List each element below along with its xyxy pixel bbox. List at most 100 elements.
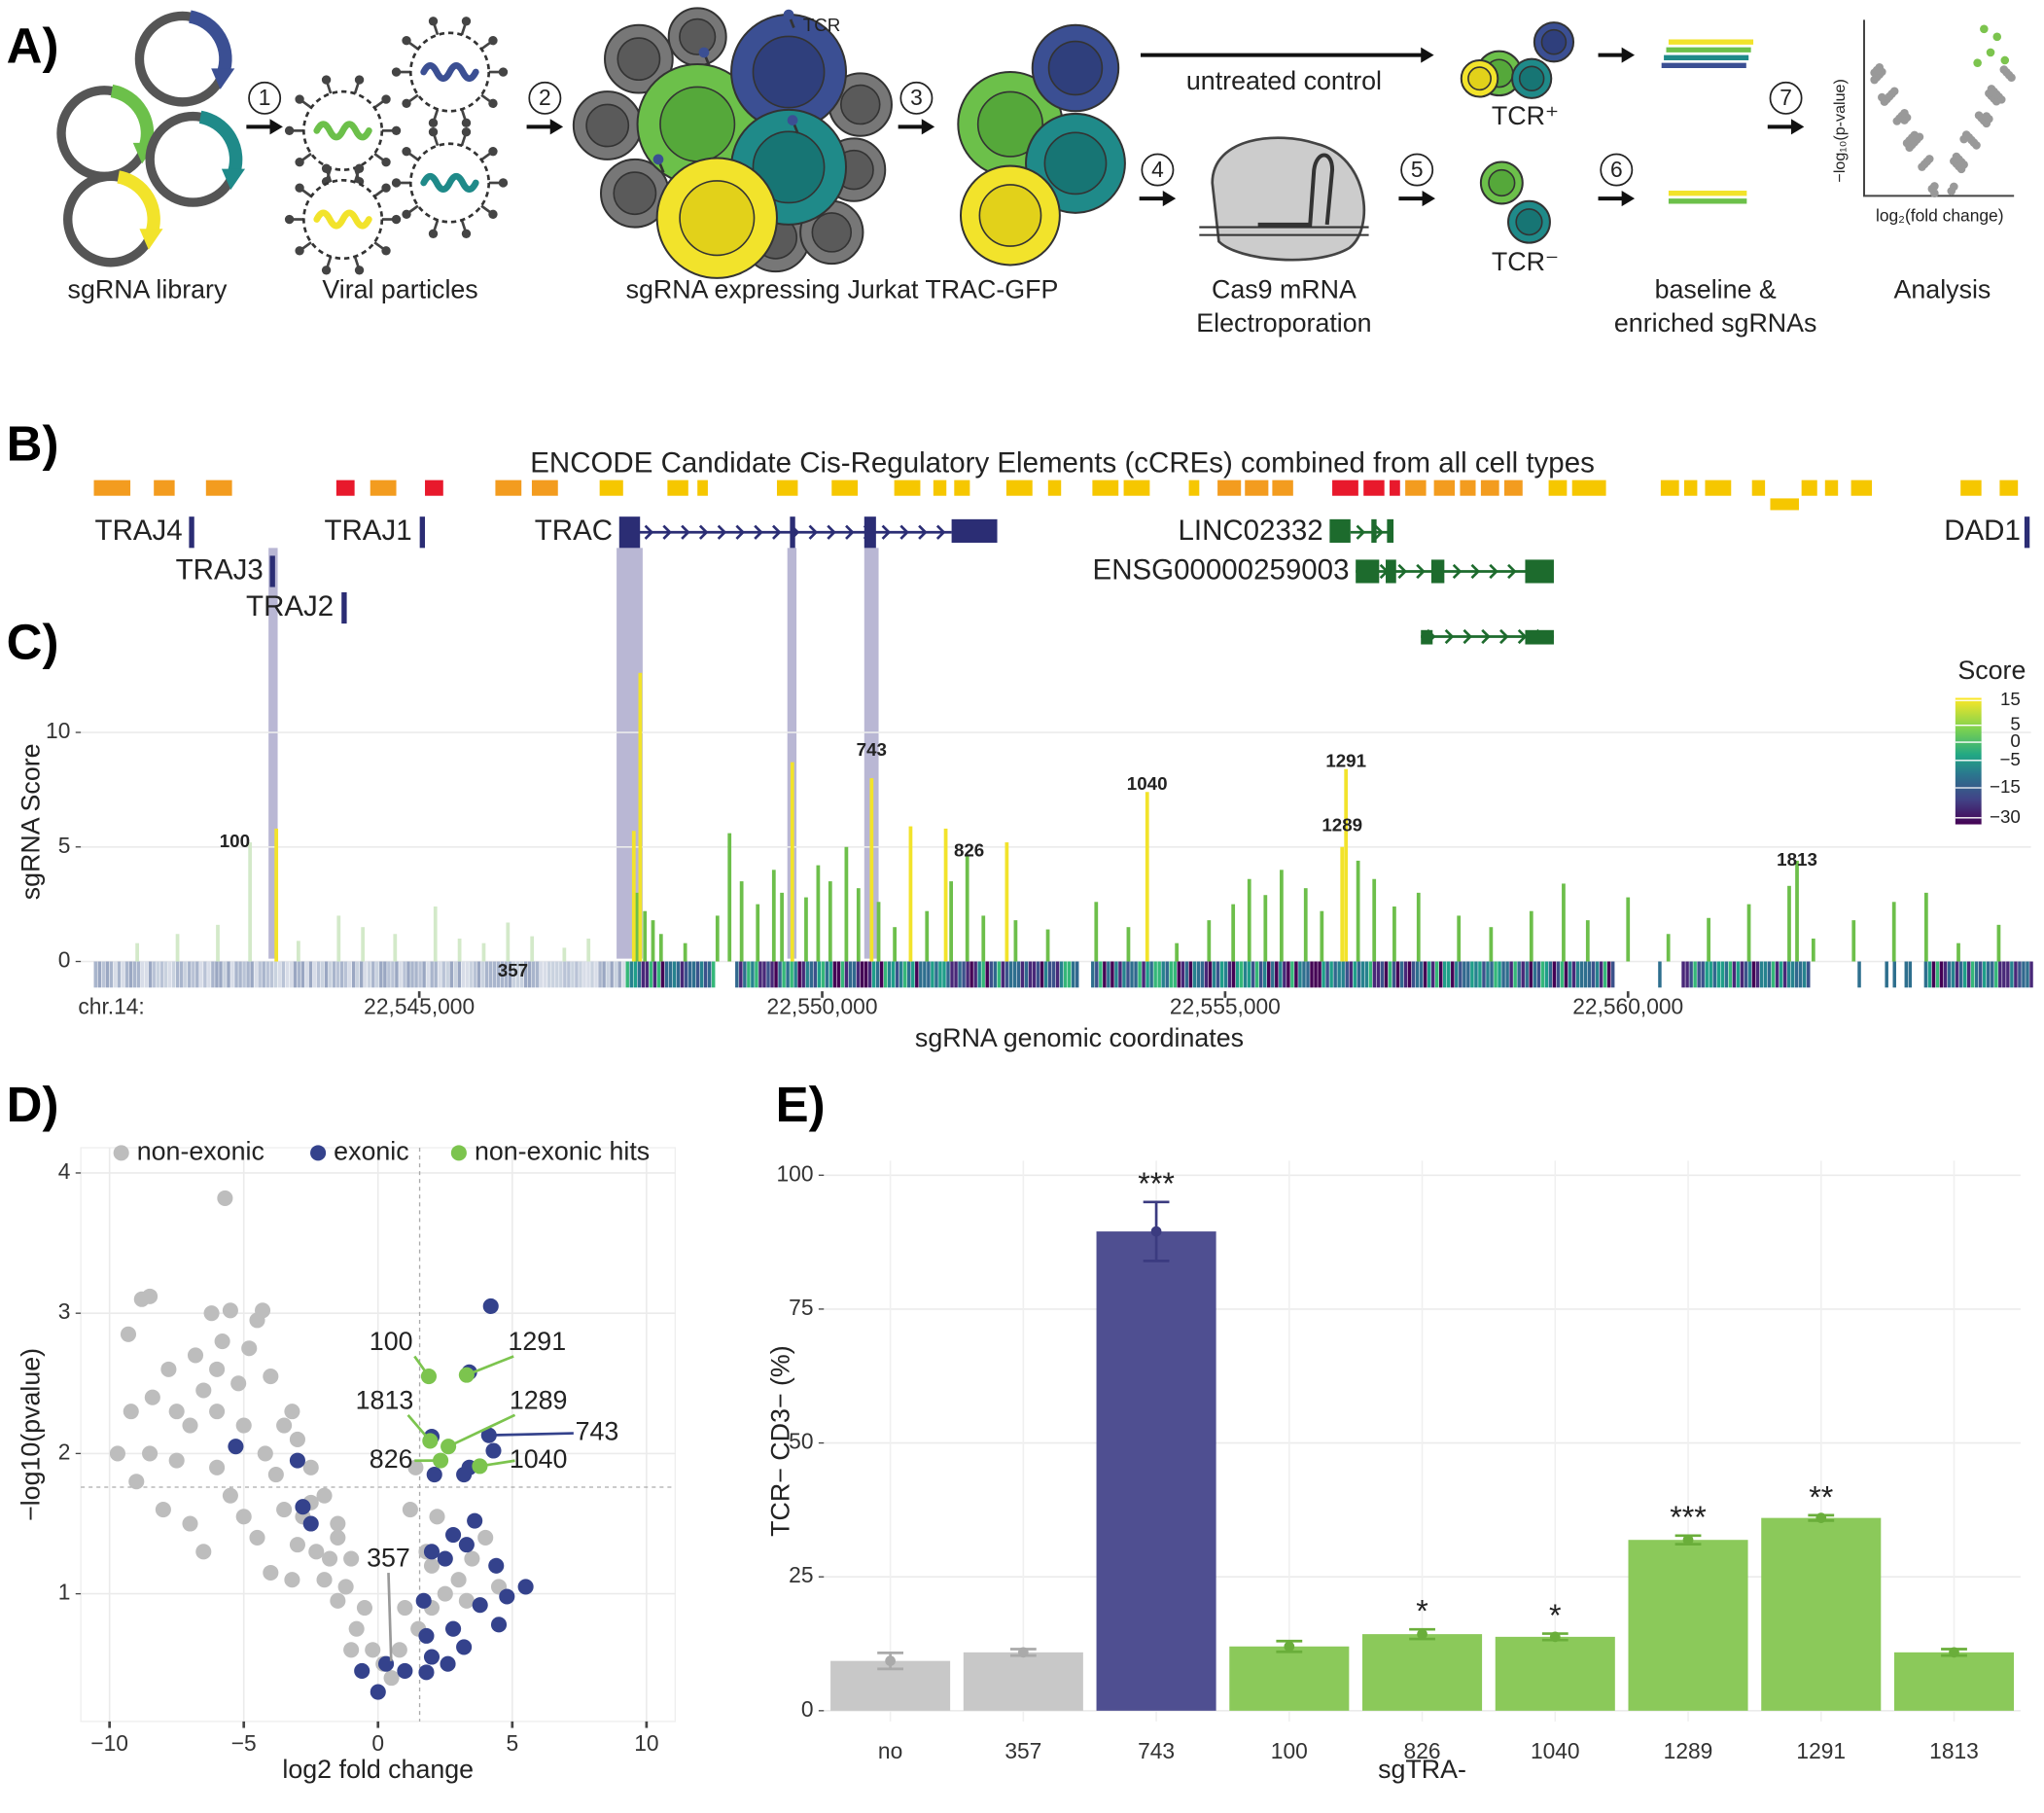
score-bar bbox=[1175, 942, 1180, 962]
intron-chevron bbox=[1444, 628, 1455, 645]
track-title: ENCODE Candidate Cis-Regulatory Elements… bbox=[530, 446, 1595, 479]
score-bar bbox=[876, 902, 881, 962]
score-strip bbox=[1212, 961, 1216, 988]
step-marker bbox=[899, 81, 934, 115]
score-bar bbox=[1207, 920, 1212, 962]
exon bbox=[419, 516, 426, 549]
score-strip bbox=[230, 961, 234, 988]
score-strip bbox=[1177, 961, 1181, 988]
score-strip bbox=[931, 961, 934, 988]
score-strip bbox=[1130, 961, 1134, 988]
score-strip bbox=[203, 961, 207, 988]
score-bar bbox=[658, 934, 663, 962]
point bbox=[228, 1439, 244, 1455]
score-strip bbox=[1099, 961, 1103, 988]
score-bar bbox=[715, 915, 720, 962]
ccre bbox=[1684, 480, 1698, 496]
x-tick-label: 0 bbox=[371, 1730, 384, 1756]
score-strip bbox=[1486, 961, 1490, 988]
score-strip bbox=[899, 961, 903, 988]
score-strip bbox=[269, 961, 273, 988]
score-strip bbox=[590, 961, 594, 988]
cell-nucleus bbox=[1467, 66, 1492, 91]
exon-highlight bbox=[863, 548, 879, 959]
score-strip bbox=[500, 961, 505, 988]
score-bar bbox=[1562, 883, 1566, 962]
point bbox=[343, 1550, 360, 1567]
point bbox=[214, 1333, 230, 1350]
point bbox=[276, 1502, 293, 1518]
score-strip bbox=[328, 961, 333, 988]
score-strip bbox=[1353, 961, 1357, 988]
score-strip bbox=[113, 961, 118, 988]
score-strip bbox=[1251, 961, 1255, 988]
score-strip bbox=[1509, 961, 1513, 988]
score-strip bbox=[101, 961, 106, 988]
exon-highlight bbox=[617, 548, 643, 959]
score-strip bbox=[159, 961, 164, 988]
exon bbox=[2024, 516, 2030, 549]
y-tick-label: 0 bbox=[801, 1696, 814, 1722]
score-strip bbox=[1059, 961, 1064, 988]
score-strip bbox=[1388, 961, 1392, 988]
ccre bbox=[1363, 480, 1385, 496]
score-strip bbox=[672, 961, 677, 988]
exon bbox=[1525, 629, 1554, 645]
exon bbox=[1386, 559, 1396, 584]
score-strip bbox=[476, 961, 481, 988]
score-bar bbox=[1416, 892, 1421, 962]
point bbox=[284, 1572, 300, 1588]
score-strip bbox=[1709, 961, 1712, 988]
score-strip bbox=[1716, 961, 1721, 988]
virus-spike-tip bbox=[488, 36, 498, 46]
score-strip bbox=[1658, 961, 1662, 988]
score-bar bbox=[1320, 910, 1324, 962]
score-strip bbox=[227, 961, 230, 988]
score-strip bbox=[1016, 961, 1021, 988]
score-strip bbox=[1521, 961, 1525, 988]
score-bar bbox=[925, 910, 930, 962]
score-strip bbox=[527, 961, 532, 988]
score-strip bbox=[923, 961, 927, 988]
score-bar bbox=[771, 870, 776, 962]
score-strip bbox=[128, 961, 133, 988]
score-strip bbox=[1055, 961, 1060, 988]
score-strip bbox=[414, 961, 418, 988]
bar bbox=[1761, 1517, 1882, 1711]
score-strip bbox=[946, 961, 950, 988]
virus-spike-tip bbox=[428, 127, 439, 137]
score-strip bbox=[1736, 961, 1741, 988]
bar-dot bbox=[1150, 1226, 1162, 1237]
score-strip bbox=[1610, 961, 1615, 988]
score-strip bbox=[1603, 961, 1607, 988]
score-strip bbox=[805, 961, 809, 988]
bar bbox=[1893, 1652, 2015, 1711]
score-strip bbox=[1247, 961, 1251, 988]
score-strip bbox=[144, 961, 149, 988]
virus-spike-tip bbox=[354, 163, 365, 173]
ccre bbox=[1390, 480, 1400, 496]
annotation-leader bbox=[387, 1572, 393, 1661]
score-strip bbox=[563, 961, 567, 988]
mini-dot bbox=[1999, 65, 2009, 74]
score-strip bbox=[1149, 961, 1153, 988]
bar-dot bbox=[1815, 1512, 1827, 1523]
score-strip bbox=[426, 961, 430, 988]
score-bar bbox=[393, 934, 398, 962]
score-strip bbox=[1219, 961, 1224, 988]
cell-nucleus bbox=[679, 180, 756, 257]
score-strip bbox=[1807, 961, 1811, 988]
score-strip bbox=[1767, 961, 1772, 988]
tcr-label: TCR⁺ bbox=[1492, 101, 1559, 130]
score-strip bbox=[656, 961, 661, 988]
point bbox=[254, 1302, 271, 1319]
intron-chevron bbox=[717, 524, 727, 540]
virus-spike-tip bbox=[295, 183, 304, 193]
score-strip bbox=[1505, 961, 1509, 988]
plasmid-insert bbox=[188, 10, 232, 77]
score-strip bbox=[1987, 961, 1991, 988]
score-strip bbox=[1138, 961, 1142, 988]
arrow-head bbox=[269, 119, 283, 135]
score-bar bbox=[1891, 902, 1896, 962]
